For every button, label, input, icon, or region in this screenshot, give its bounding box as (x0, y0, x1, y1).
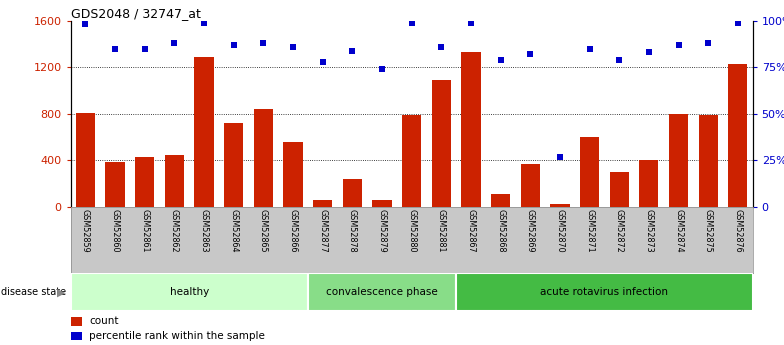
Bar (71, 332, 82, 340)
Text: healthy: healthy (169, 287, 209, 297)
Text: GSM52874: GSM52874 (674, 209, 683, 253)
Text: convalescence phase: convalescence phase (326, 287, 437, 297)
Bar (165, 155, 184, 207)
Bar (343, 179, 362, 207)
Point (317, 59, 329, 65)
Text: GSM52875: GSM52875 (704, 209, 713, 253)
Bar (254, 109, 273, 207)
Point (494, 57, 506, 62)
Bar (728, 64, 747, 207)
Text: disease state: disease state (1, 287, 66, 297)
Text: GSM52867: GSM52867 (466, 209, 475, 253)
Point (79, 22, 92, 27)
Point (524, 51, 536, 57)
Point (702, 40, 714, 46)
Bar (639, 160, 659, 207)
Bar (669, 114, 688, 207)
Point (583, 46, 596, 51)
Bar (71, 317, 82, 326)
Point (672, 42, 684, 48)
Point (376, 66, 388, 72)
Bar (699, 115, 718, 207)
Text: GSM52873: GSM52873 (644, 209, 653, 253)
Bar (580, 137, 599, 207)
Bar (609, 172, 629, 207)
Point (287, 44, 299, 50)
Bar (550, 204, 569, 207)
Text: GSM52868: GSM52868 (496, 209, 505, 253)
Text: GSM52862: GSM52862 (170, 209, 179, 253)
Bar (105, 161, 125, 207)
Point (731, 20, 744, 25)
Bar (521, 164, 540, 207)
Text: GSM52878: GSM52878 (348, 209, 357, 253)
Text: ▶: ▶ (57, 287, 65, 297)
Text: GSM52859: GSM52859 (81, 209, 90, 253)
Point (168, 40, 180, 46)
Point (198, 20, 210, 25)
Text: GSM52866: GSM52866 (289, 209, 297, 253)
Text: GSM52863: GSM52863 (199, 209, 209, 253)
Point (139, 46, 151, 51)
FancyBboxPatch shape (308, 273, 456, 312)
Text: GSM52869: GSM52869 (526, 209, 535, 253)
Text: GSM52872: GSM52872 (615, 209, 624, 253)
Text: GSM52864: GSM52864 (229, 209, 238, 253)
Bar (194, 57, 214, 207)
Bar (135, 157, 154, 207)
Text: GSM52865: GSM52865 (259, 209, 268, 253)
Text: acute rotavirus infection: acute rotavirus infection (540, 287, 669, 297)
FancyBboxPatch shape (71, 273, 308, 312)
Text: GSM52876: GSM52876 (733, 209, 742, 253)
Text: GDS2048 / 32747_at: GDS2048 / 32747_at (71, 7, 201, 20)
Text: GSM52871: GSM52871 (585, 209, 594, 253)
Point (643, 50, 655, 55)
Bar (432, 80, 451, 207)
Point (109, 46, 122, 51)
Text: GSM52881: GSM52881 (437, 209, 446, 253)
Bar (283, 142, 303, 207)
Text: GSM52861: GSM52861 (140, 209, 149, 253)
Point (613, 57, 626, 62)
Text: percentile rank within the sample: percentile rank within the sample (89, 331, 265, 341)
Bar (224, 123, 243, 207)
Bar (372, 200, 391, 207)
Bar (313, 200, 332, 207)
Point (405, 20, 418, 25)
Text: GSM52870: GSM52870 (555, 209, 564, 253)
Text: count: count (89, 316, 119, 326)
Text: GSM52880: GSM52880 (407, 209, 416, 253)
Point (465, 20, 477, 25)
Bar (76, 113, 95, 207)
Bar (402, 115, 421, 207)
Point (435, 44, 448, 50)
Point (346, 48, 358, 53)
Text: GSM52860: GSM52860 (111, 209, 119, 253)
Bar (461, 52, 481, 207)
FancyBboxPatch shape (456, 273, 753, 312)
Point (257, 40, 270, 46)
Point (554, 154, 566, 159)
Text: GSM52877: GSM52877 (318, 209, 327, 253)
Point (227, 42, 240, 48)
Bar (491, 194, 510, 207)
Text: GSM52879: GSM52879 (377, 209, 387, 253)
